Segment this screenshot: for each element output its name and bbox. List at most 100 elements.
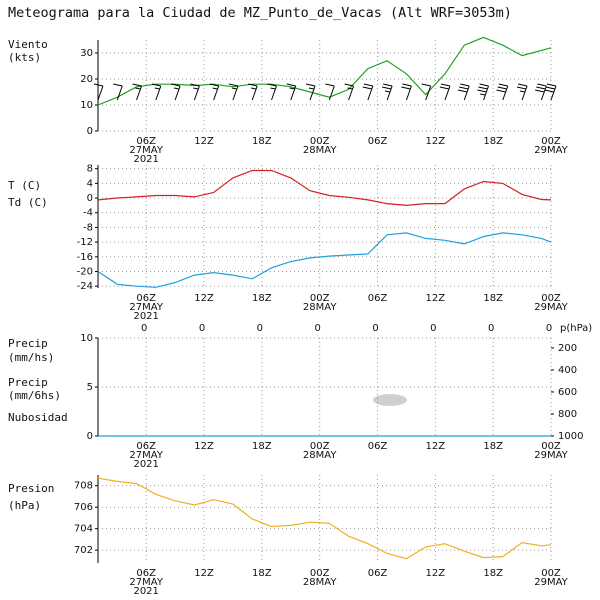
y2-axis-label: p(hPa): [560, 323, 592, 334]
series-line: [97, 232, 552, 288]
precip-6h-label: 0: [546, 323, 552, 334]
x-tick-label: 12Z: [194, 441, 214, 452]
wind-barb: [151, 83, 162, 101]
wind-barb: [362, 83, 374, 101]
y-tick-label: -20: [77, 266, 93, 277]
y-axis-label: Td (C): [8, 196, 48, 209]
precip-6h-label: 0: [199, 323, 205, 334]
x-tick-label: 06Z: [136, 441, 156, 452]
y-tick-label: -4: [83, 208, 93, 219]
y-tick-label: -16: [77, 252, 93, 263]
date-label: 29MAY: [534, 302, 568, 313]
date-label: 28MAY: [303, 302, 337, 313]
y-axis-label: Viento: [8, 38, 48, 51]
y-axis-label: (hPa): [8, 499, 41, 512]
wind-barb: [170, 83, 181, 101]
x-tick-label: 06Z: [136, 568, 156, 579]
precip-6h-label: 0: [430, 323, 436, 334]
x-tick-label: 06Z: [368, 568, 388, 579]
wind-barb: [267, 83, 277, 101]
date-label: 28MAY: [303, 577, 337, 588]
x-tick-label: 12Z: [194, 568, 214, 579]
precip-6h-label: 0: [314, 323, 320, 334]
wind-barb: [477, 83, 490, 101]
y-tick-label: 8: [87, 164, 93, 175]
y-axis-label: (kts): [8, 51, 41, 64]
y2-tick-label: 1000: [558, 431, 583, 442]
wind-barb: [535, 83, 547, 101]
precip-6h-label: 0: [141, 323, 147, 334]
y-axis-label: Nubosidad: [8, 411, 68, 424]
date-label: 28MAY: [303, 450, 337, 461]
wind-barb: [190, 83, 200, 101]
x-tick-label: 12Z: [194, 136, 214, 147]
y-tick-label: 30: [80, 48, 93, 59]
x-tick-label: 00Z: [310, 293, 330, 304]
wind-barb: [248, 83, 258, 101]
x-tick-label: 00Z: [310, 568, 330, 579]
y-tick-label: 708: [74, 481, 93, 492]
date-label: 27MAY: [129, 450, 163, 461]
x-tick-label: 06Z: [368, 293, 388, 304]
date-label: 27MAY: [129, 302, 163, 313]
y-axis-label: T (C): [8, 179, 41, 192]
x-tick-label: 06Z: [136, 136, 156, 147]
x-tick-label: 00Z: [310, 136, 330, 147]
wind-barb: [228, 83, 239, 101]
y2-tick-label: 800: [558, 409, 577, 420]
y-tick-label: -24: [77, 281, 93, 292]
x-tick-label: 12Z: [426, 441, 446, 452]
y-tick-label: 0: [87, 126, 93, 137]
wind-barb: [401, 83, 412, 101]
x-tick-label: 00Z: [541, 568, 561, 579]
y-tick-label: 0: [87, 431, 93, 442]
x-tick-label: 06Z: [136, 293, 156, 304]
x-tick-label: 18Z: [483, 441, 503, 452]
x-tick-label: 12Z: [426, 568, 446, 579]
year-label: 2021: [133, 459, 158, 470]
precip-6h-label: 0: [257, 323, 263, 334]
y-axis-label: Precip: [8, 376, 48, 389]
date-label: 29MAY: [534, 145, 568, 156]
y-tick-label: 702: [74, 545, 93, 556]
wind-barb: [132, 83, 143, 101]
x-tick-label: 12Z: [426, 136, 446, 147]
y2-tick-label: 200: [558, 343, 577, 354]
x-tick-label: 18Z: [252, 293, 272, 304]
date-label: 27MAY: [129, 145, 163, 156]
year-label: 2021: [133, 586, 158, 597]
x-tick-label: 12Z: [194, 293, 214, 304]
x-tick-label: 06Z: [368, 136, 388, 147]
cloud: [373, 394, 407, 406]
y-tick-label: 20: [80, 74, 93, 85]
y-tick-label: -12: [77, 237, 93, 248]
date-label: 29MAY: [534, 577, 568, 588]
x-tick-label: 00Z: [541, 136, 561, 147]
x-tick-label: 18Z: [252, 568, 272, 579]
date-label: 27MAY: [129, 577, 163, 588]
y-axis-label: Presion: [8, 482, 54, 495]
x-tick-label: 18Z: [252, 136, 272, 147]
series-line: [97, 36, 552, 106]
wind-barb: [496, 83, 509, 101]
wind-barb: [113, 83, 123, 101]
wind-barb: [421, 83, 432, 101]
x-tick-label: 18Z: [483, 568, 503, 579]
series-line: [97, 169, 552, 207]
y-tick-label: 706: [74, 502, 93, 513]
x-tick-label: 00Z: [310, 441, 330, 452]
date-label: 28MAY: [303, 145, 337, 156]
wind-barb: [305, 83, 316, 101]
wind-barb: [344, 83, 355, 101]
x-tick-label: 18Z: [252, 441, 272, 452]
wind-barb: [544, 83, 557, 101]
wind-barb: [325, 83, 335, 101]
series-line: [97, 477, 552, 560]
y-tick-label: 0: [87, 193, 93, 204]
wind-barb: [286, 83, 297, 101]
y-tick-label: 5: [87, 382, 93, 393]
wind-barb: [439, 83, 451, 101]
date-label: 29MAY: [534, 450, 568, 461]
wind-barb: [381, 83, 393, 101]
